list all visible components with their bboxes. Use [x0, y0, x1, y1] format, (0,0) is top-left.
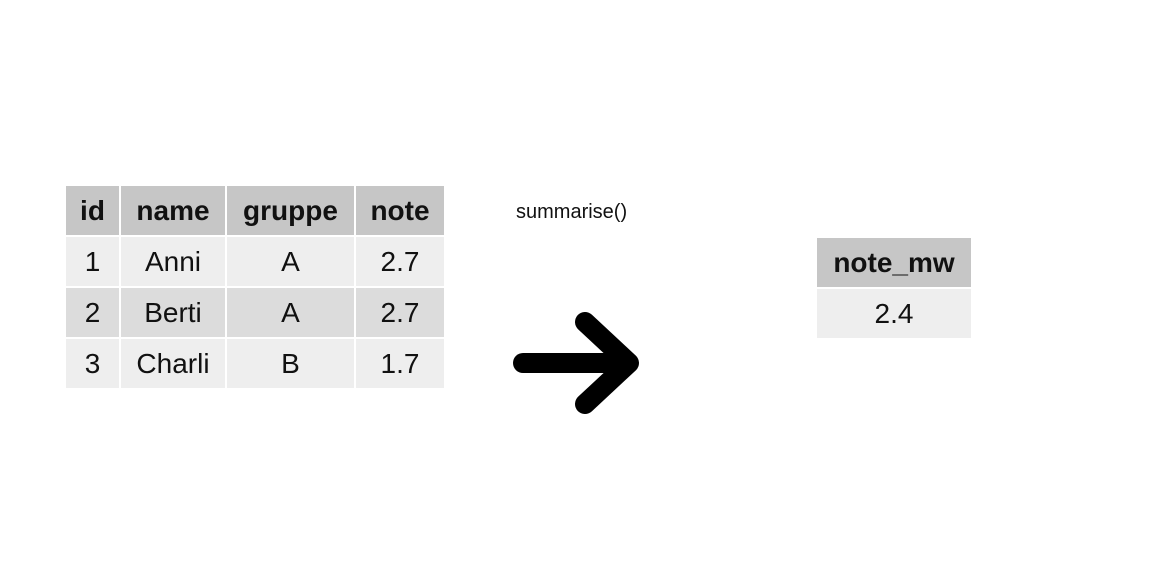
- column-header-id: id: [66, 186, 119, 235]
- cell-name: Berti: [121, 288, 225, 337]
- table-row: 3 Charli B 1.7: [66, 339, 444, 388]
- cell-note: 2.7: [356, 237, 444, 286]
- result-table: note_mw 2.4: [815, 236, 973, 340]
- cell-note: 1.7: [356, 339, 444, 388]
- column-header-note-mw: note_mw: [817, 238, 971, 287]
- cell-gruppe: A: [227, 288, 354, 337]
- cell-note-mw: 2.4: [817, 289, 971, 338]
- table-row: 2.4: [817, 289, 971, 338]
- cell-name: Anni: [121, 237, 225, 286]
- cell-id: 2: [66, 288, 119, 337]
- cell-name: Charli: [121, 339, 225, 388]
- column-header-gruppe: gruppe: [227, 186, 354, 235]
- header-row: id name gruppe note: [66, 186, 444, 235]
- column-header-name: name: [121, 186, 225, 235]
- table-row: 2 Berti A 2.7: [66, 288, 444, 337]
- header-row: note_mw: [817, 238, 971, 287]
- cell-gruppe: B: [227, 339, 354, 388]
- cell-id: 1: [66, 237, 119, 286]
- right-arrow-icon: [513, 312, 639, 414]
- cell-id: 3: [66, 339, 119, 388]
- cell-gruppe: A: [227, 237, 354, 286]
- operation-label: summarise(): [516, 201, 628, 223]
- cell-note: 2.7: [356, 288, 444, 337]
- table-row: 1 Anni A 2.7: [66, 237, 444, 286]
- column-header-note: note: [356, 186, 444, 235]
- source-table: id name gruppe note 1 Anni A 2.7 2 Berti…: [64, 184, 446, 390]
